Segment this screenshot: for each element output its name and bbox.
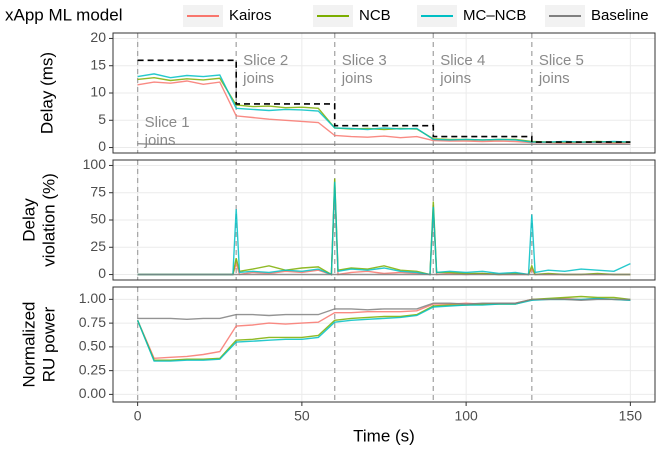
y-tick-label: 100 [83,156,107,172]
legend-label: Kairos [229,7,272,24]
y-axis-title: RU power [39,306,58,382]
y-tick-label: 0.25 [79,361,106,377]
threshold-line [137,59,631,143]
y-tick-label: 5 [98,111,106,127]
y-tick-label: 0 [98,265,106,281]
y-tick-label: 10 [90,84,106,100]
y-tick-label: 0.50 [79,338,106,354]
legend-label: Baseline [591,7,649,24]
series-line [137,143,631,145]
y-axis-title: Normalized [19,302,38,388]
y-tick-label: 20 [90,29,106,45]
y-axis-title: Delay (ms) [37,52,56,134]
y-tick-label: 0.00 [79,385,106,401]
annotation: Slice 5 [539,52,584,69]
annotation: joins [439,70,471,87]
legend-label: NCB [359,7,391,24]
panel-border [112,32,656,154]
x-axis-title: Time (s) [353,426,415,445]
panel-background [113,287,655,402]
series-line [137,181,631,276]
panel-border [112,159,656,281]
y-tick-label: 75 [90,183,106,199]
y-axis-title: violation (%) [39,173,58,267]
annotation: Slice 2 [243,52,288,69]
y-tick-label: 1.00 [79,290,106,306]
x-tick-label: 50 [294,408,310,424]
annotation: Slice 1 [145,114,190,131]
series-line [137,178,631,276]
series-line [137,298,631,321]
y-tick-label: 50 [90,211,106,227]
legend-label: MC–NCB [463,7,526,24]
annotation: joins [538,70,570,87]
annotation: joins [144,132,176,149]
annotation: Slice 3 [342,52,387,69]
x-tick-label: 150 [619,408,643,424]
legend-title: xApp ML model [5,5,122,24]
annotation: Slice 4 [440,52,485,69]
panel-border [112,286,656,403]
y-tick-label: 0.75 [79,314,106,330]
x-tick-label: 0 [134,408,142,424]
annotation: joins [242,70,274,87]
y-tick-label: 0 [98,138,106,154]
x-tick-label: 100 [454,408,478,424]
y-tick-label: 15 [90,56,106,72]
y-tick-label: 25 [90,238,106,254]
y-axis-title: Delay [19,198,38,242]
annotation: joins [341,70,373,87]
